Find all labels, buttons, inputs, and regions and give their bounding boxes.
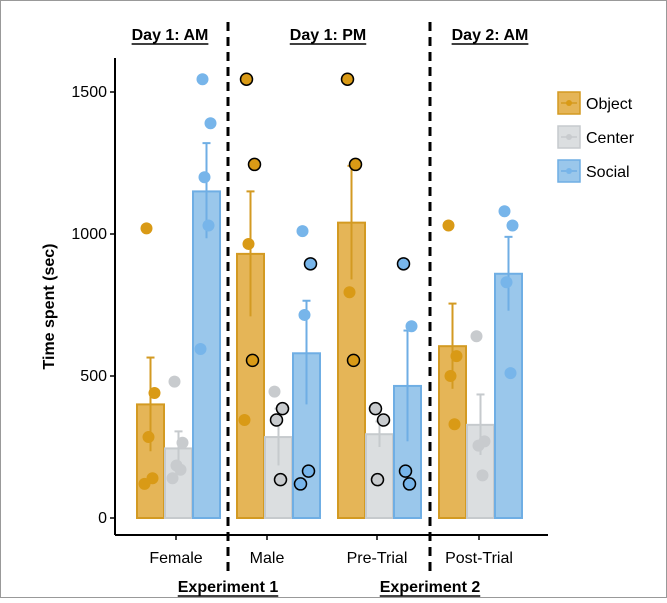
point-social-0-2: [198, 171, 211, 184]
bar-social-3: [494, 272, 523, 520]
point-object-1-0: [239, 72, 254, 86]
point-social-1-0: [296, 225, 309, 238]
point-object-3-1: [450, 350, 463, 363]
bar-social-0: [192, 190, 221, 519]
legend-label-object: Object: [586, 96, 633, 113]
point-social-0-3: [202, 219, 215, 232]
point-center-0-4: [166, 472, 179, 485]
point-center-0-1: [176, 436, 189, 449]
point-center-1-3: [273, 472, 288, 487]
point-object-1-4: [238, 414, 251, 427]
point-object-2-2: [343, 286, 356, 299]
panel-title-1: Day 1: PM: [290, 27, 366, 44]
point-center-3-2: [472, 439, 485, 452]
point-object-2-0: [340, 72, 355, 86]
point-center-2-2: [370, 472, 385, 487]
point-social-0-0: [196, 73, 209, 86]
point-social-3-3: [504, 367, 517, 380]
y-tick-label-1: 500: [80, 368, 107, 385]
point-object-0-1: [148, 387, 161, 400]
point-object-0-0: [140, 222, 153, 235]
y-tick-label-2: 1000: [71, 226, 107, 243]
legend-key-dot-object: [566, 100, 572, 106]
point-social-2-1: [405, 320, 418, 333]
point-object-0-2: [142, 431, 155, 444]
point-center-0-0: [168, 375, 181, 388]
legend-label-social: Social: [586, 164, 630, 181]
experiment-label-0: Experiment 1: [178, 579, 279, 596]
point-social-3-2: [500, 276, 513, 289]
point-center-1-0: [268, 385, 281, 398]
point-social-3-1: [506, 219, 519, 232]
point-social-1-3: [301, 464, 316, 478]
bar-object-2: [337, 221, 366, 519]
x-tick-label-2: Pre-Trial: [347, 550, 408, 567]
point-social-0-4: [194, 343, 207, 356]
point-social-1-4: [293, 477, 308, 491]
panel-title-2: Day 2: AM: [452, 27, 529, 44]
point-social-2-2: [398, 464, 413, 478]
point-center-1-1: [275, 401, 290, 416]
point-center-1-2: [269, 413, 284, 427]
bar-center-2: [365, 433, 394, 519]
x-tick-label-0: Female: [149, 550, 202, 567]
point-object-0-4: [138, 477, 151, 490]
legend-key-dot-social: [566, 168, 572, 174]
point-object-3-2: [444, 370, 457, 382]
point-object-2-1: [348, 157, 363, 172]
point-social-2-0: [396, 257, 411, 271]
experiment-label-1: Experiment 2: [380, 579, 481, 596]
point-center-3-0: [470, 330, 483, 343]
x-tick-label-1: Male: [250, 550, 285, 567]
y-axis-label: Time spent (sec): [41, 244, 58, 370]
point-object-3-3: [448, 418, 461, 431]
y-tick-label-0: 0: [98, 510, 107, 527]
x-tick-label-3: Post-Trial: [445, 550, 513, 567]
legend-label-center: Center: [586, 130, 635, 147]
point-center-3-3: [476, 469, 489, 482]
legend-key-dot-center: [566, 134, 572, 140]
point-social-1-2: [298, 308, 311, 321]
point-object-1-3: [245, 353, 260, 368]
point-center-0-3: [174, 463, 187, 476]
y-tick-label-3: 1500: [71, 84, 107, 101]
point-social-0-1: [204, 117, 217, 130]
point-object-1-1: [247, 157, 262, 172]
panel-title-0: Day 1: AM: [132, 27, 209, 44]
point-center-2-0: [368, 401, 383, 416]
point-object-3-0: [442, 219, 455, 232]
point-center-2-1: [376, 413, 391, 427]
point-social-2-3: [402, 477, 417, 491]
point-object-1-2: [242, 237, 255, 250]
point-object-2-3: [346, 353, 361, 368]
point-social-3-0: [498, 205, 511, 218]
point-social-1-1: [303, 257, 318, 271]
